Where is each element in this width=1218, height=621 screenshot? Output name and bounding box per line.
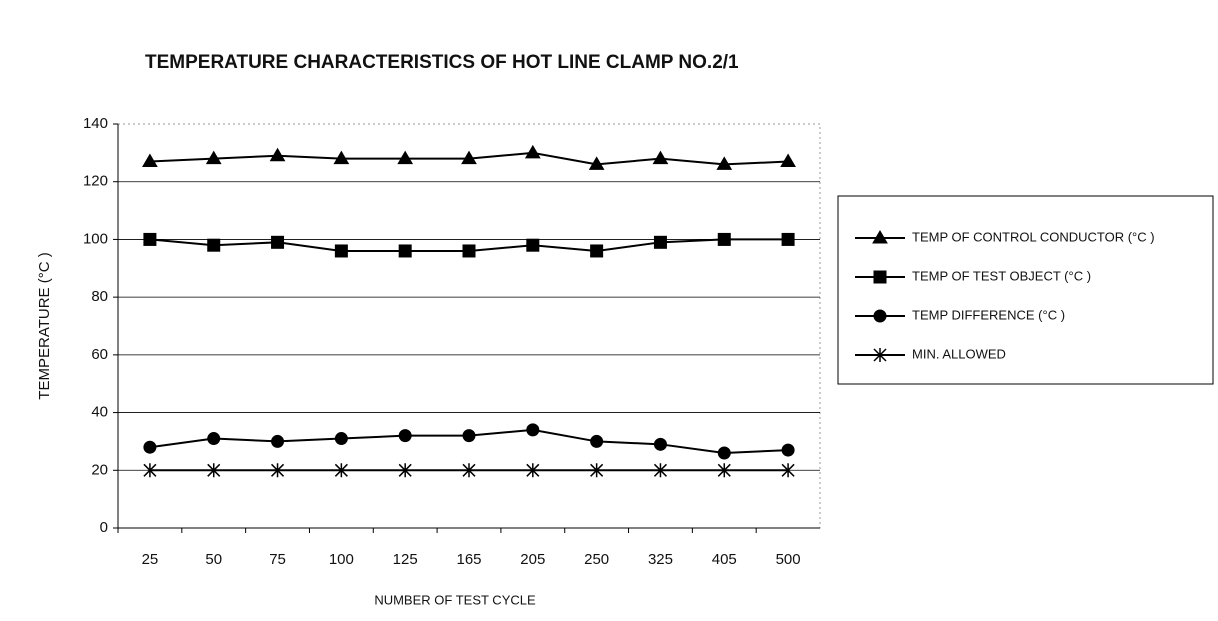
marker	[398, 429, 412, 443]
marker	[397, 150, 414, 165]
marker	[873, 309, 887, 323]
marker	[334, 244, 348, 258]
marker	[781, 232, 795, 246]
x-tick-label: 100	[329, 551, 354, 568]
y-tick-label: 20	[91, 461, 108, 478]
legend	[837, 195, 1214, 385]
marker	[590, 434, 604, 448]
marker	[590, 463, 604, 478]
y-tick-label: 100	[83, 230, 108, 247]
marker	[872, 230, 888, 244]
marker	[271, 434, 285, 448]
legend-label: MIN. ALLOWED	[912, 346, 1006, 361]
marker	[205, 150, 222, 165]
marker	[717, 463, 731, 478]
marker	[207, 463, 221, 478]
marker	[781, 443, 795, 457]
marker	[873, 270, 887, 284]
x-tick-label: 500	[776, 551, 801, 568]
marker	[717, 232, 731, 246]
marker	[462, 244, 476, 258]
x-tick-label: 250	[584, 551, 609, 568]
marker	[462, 463, 476, 478]
marker	[462, 429, 476, 443]
legend-label: TEMP OF CONTROL CONDUCTOR (°C )	[912, 229, 1155, 244]
marker	[590, 244, 604, 258]
x-tick-label: 50	[205, 551, 222, 568]
marker	[716, 156, 733, 170]
marker	[588, 156, 605, 170]
x-tick-label: 325	[648, 551, 673, 568]
marker	[207, 432, 221, 446]
marker	[334, 432, 348, 446]
chart-title: TEMPERATURE CHARACTERISTICS OF HOT LINE …	[145, 52, 739, 73]
marker	[398, 244, 412, 258]
marker	[461, 150, 477, 165]
marker	[653, 463, 667, 478]
marker	[333, 150, 350, 165]
y-tick-label: 60	[91, 346, 108, 363]
x-tick-label: 405	[712, 551, 737, 568]
marker	[207, 238, 221, 252]
y-tick-label: 120	[83, 173, 108, 190]
marker	[526, 423, 540, 437]
x-axis-label: NUMBER OF TEST CYCLE	[374, 592, 536, 607]
marker	[271, 463, 285, 478]
marker	[142, 153, 158, 168]
marker	[271, 235, 285, 249]
y-tick-label: 40	[91, 404, 108, 421]
marker	[524, 144, 541, 159]
marker	[873, 348, 887, 362]
marker	[398, 463, 412, 478]
marker	[526, 238, 540, 252]
marker	[269, 147, 286, 162]
marker	[780, 153, 796, 168]
marker	[334, 463, 348, 478]
x-tick-label: 165	[456, 551, 481, 568]
y-tick-label: 140	[83, 115, 108, 132]
marker	[781, 463, 795, 478]
marker	[526, 463, 540, 478]
x-tick-label: 75	[269, 551, 286, 568]
x-tick-label: 25	[142, 551, 159, 568]
marker	[652, 150, 669, 165]
y-tick-label: 0	[100, 519, 108, 536]
x-tick-label: 205	[520, 551, 545, 568]
marker	[143, 440, 157, 454]
marker	[143, 232, 157, 246]
marker	[653, 235, 667, 249]
marker	[717, 446, 731, 460]
marker	[653, 437, 667, 451]
legend-label: TEMP OF TEST OBJECT (°C )	[912, 268, 1091, 283]
y-axis-label: TEMPERATURE (°C )	[36, 252, 53, 399]
legend-label: TEMP DIFFERENCE (°C )	[912, 307, 1065, 322]
y-tick-label: 80	[91, 288, 108, 305]
x-tick-label: 125	[393, 551, 418, 568]
marker	[143, 463, 157, 478]
